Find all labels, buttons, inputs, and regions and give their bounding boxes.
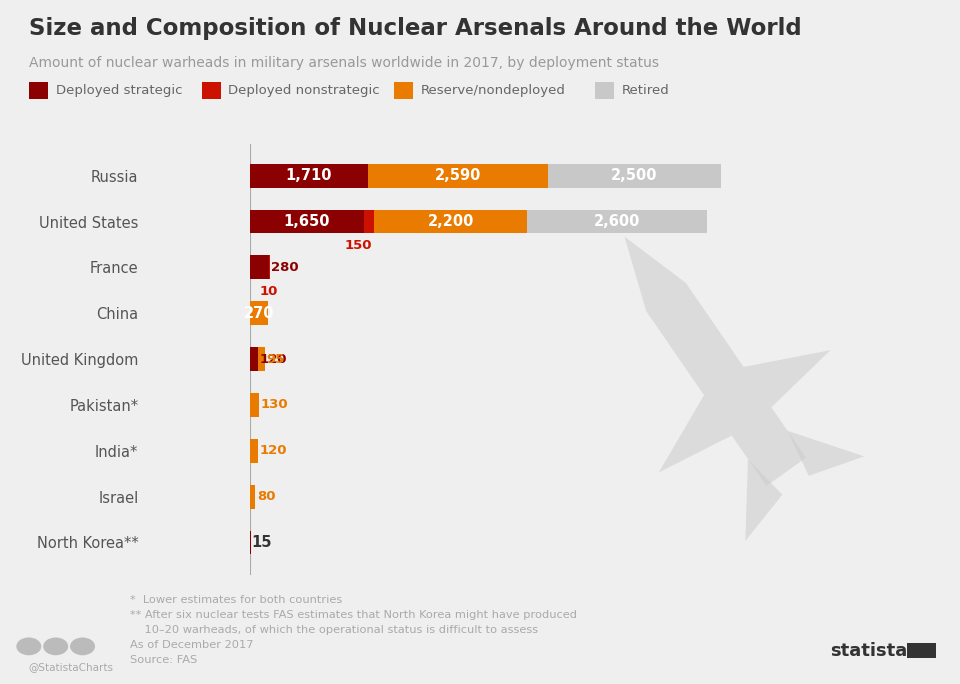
Bar (250, 439, 258, 462)
Text: *  Lower estimates for both countries: * Lower estimates for both countries (130, 595, 342, 605)
Bar (369, 163, 548, 187)
Text: Z: Z (915, 644, 924, 657)
Text: 80: 80 (257, 490, 276, 503)
Bar (250, 347, 258, 371)
Text: 2,600: 2,600 (594, 214, 640, 229)
Text: As of December 2017: As of December 2017 (130, 640, 253, 650)
Text: 1,710: 1,710 (286, 168, 332, 183)
Text: 280: 280 (271, 261, 299, 274)
Bar (548, 163, 721, 187)
Text: 10: 10 (259, 285, 277, 298)
Polygon shape (659, 395, 732, 473)
Text: 120: 120 (260, 445, 287, 458)
Text: 150: 150 (345, 239, 372, 252)
Text: 120: 120 (260, 352, 287, 366)
Polygon shape (787, 431, 864, 476)
Text: 15: 15 (252, 535, 273, 550)
Bar (374, 210, 527, 233)
Bar (250, 485, 255, 508)
Polygon shape (745, 459, 782, 541)
Bar (250, 531, 251, 555)
Text: ** After six nuclear tests FAS estimates that North Korea might have produced: ** After six nuclear tests FAS estimates… (130, 610, 577, 620)
Text: 2,200: 2,200 (427, 214, 474, 229)
Text: 2,590: 2,590 (435, 168, 481, 183)
Bar (250, 393, 258, 417)
Bar (527, 210, 708, 233)
Text: Size and Composition of Nuclear Arsenals Around the World: Size and Composition of Nuclear Arsenals… (29, 17, 802, 40)
Text: Deployed nonstrategic: Deployed nonstrategic (228, 83, 380, 97)
Bar (250, 210, 364, 233)
Text: Retired: Retired (622, 83, 670, 97)
Bar (250, 163, 369, 187)
Polygon shape (744, 350, 830, 407)
Text: 95: 95 (267, 352, 285, 366)
Text: Amount of nuclear warheads in military arsenals worldwide in 2017, by deployment: Amount of nuclear warheads in military a… (29, 56, 659, 70)
Text: 2,500: 2,500 (612, 168, 658, 183)
Bar (364, 210, 374, 233)
Text: Reserve/nondeployed: Reserve/nondeployed (420, 83, 565, 97)
Text: @StatistaCharts: @StatistaCharts (29, 662, 114, 672)
Bar (250, 302, 269, 325)
Text: Source: FAS: Source: FAS (130, 655, 197, 666)
Bar (250, 256, 269, 279)
Bar (258, 347, 265, 371)
Text: 1,650: 1,650 (283, 214, 330, 229)
Polygon shape (624, 237, 685, 311)
Text: statista: statista (830, 642, 907, 660)
Text: 10–20 warheads, of which the operational status is difficult to assess: 10–20 warheads, of which the operational… (130, 625, 538, 635)
Text: 130: 130 (261, 399, 288, 412)
Text: 270: 270 (244, 306, 275, 321)
Polygon shape (646, 283, 806, 486)
Text: Deployed strategic: Deployed strategic (56, 83, 182, 97)
